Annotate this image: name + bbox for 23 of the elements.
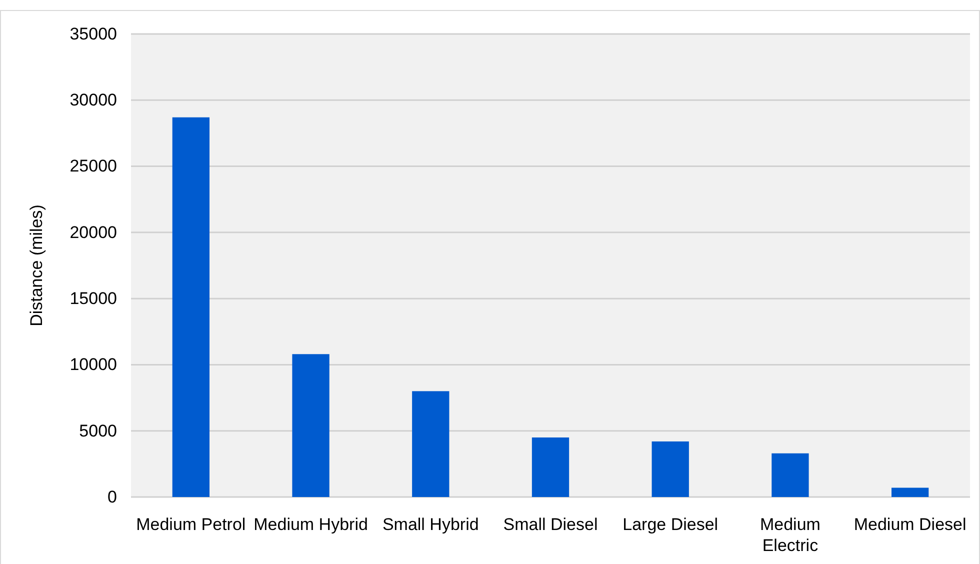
y-axis-title: Distance (miles) — [27, 204, 46, 326]
y-tick-label: 0 — [108, 487, 117, 506]
bar — [172, 117, 210, 497]
x-tick-label: Small Hybrid — [382, 515, 479, 534]
bar — [532, 437, 570, 497]
y-tick-label: 15000 — [70, 289, 117, 308]
y-tick-label: 25000 — [70, 156, 117, 176]
x-tick-label: Medium Electric — [760, 515, 820, 555]
y-tick-label: 30000 — [70, 90, 117, 110]
bar — [891, 488, 929, 497]
bar — [292, 354, 330, 497]
bar — [652, 441, 689, 497]
bar — [772, 453, 809, 497]
bar — [412, 391, 450, 497]
x-tick-label: Large Diesel — [622, 515, 718, 534]
y-tick-label: 35000 — [70, 24, 117, 44]
y-tick-label: 10000 — [70, 355, 117, 374]
x-tick-label: Medium Hybrid — [254, 515, 368, 534]
x-tick-label: Small Diesel — [503, 515, 598, 534]
x-tick-label: Medium Diesel — [854, 515, 966, 534]
y-tick-label: 5000 — [79, 421, 117, 440]
x-tick-label: Medium Petrol — [136, 515, 246, 534]
y-tick-label: 20000 — [70, 222, 117, 242]
